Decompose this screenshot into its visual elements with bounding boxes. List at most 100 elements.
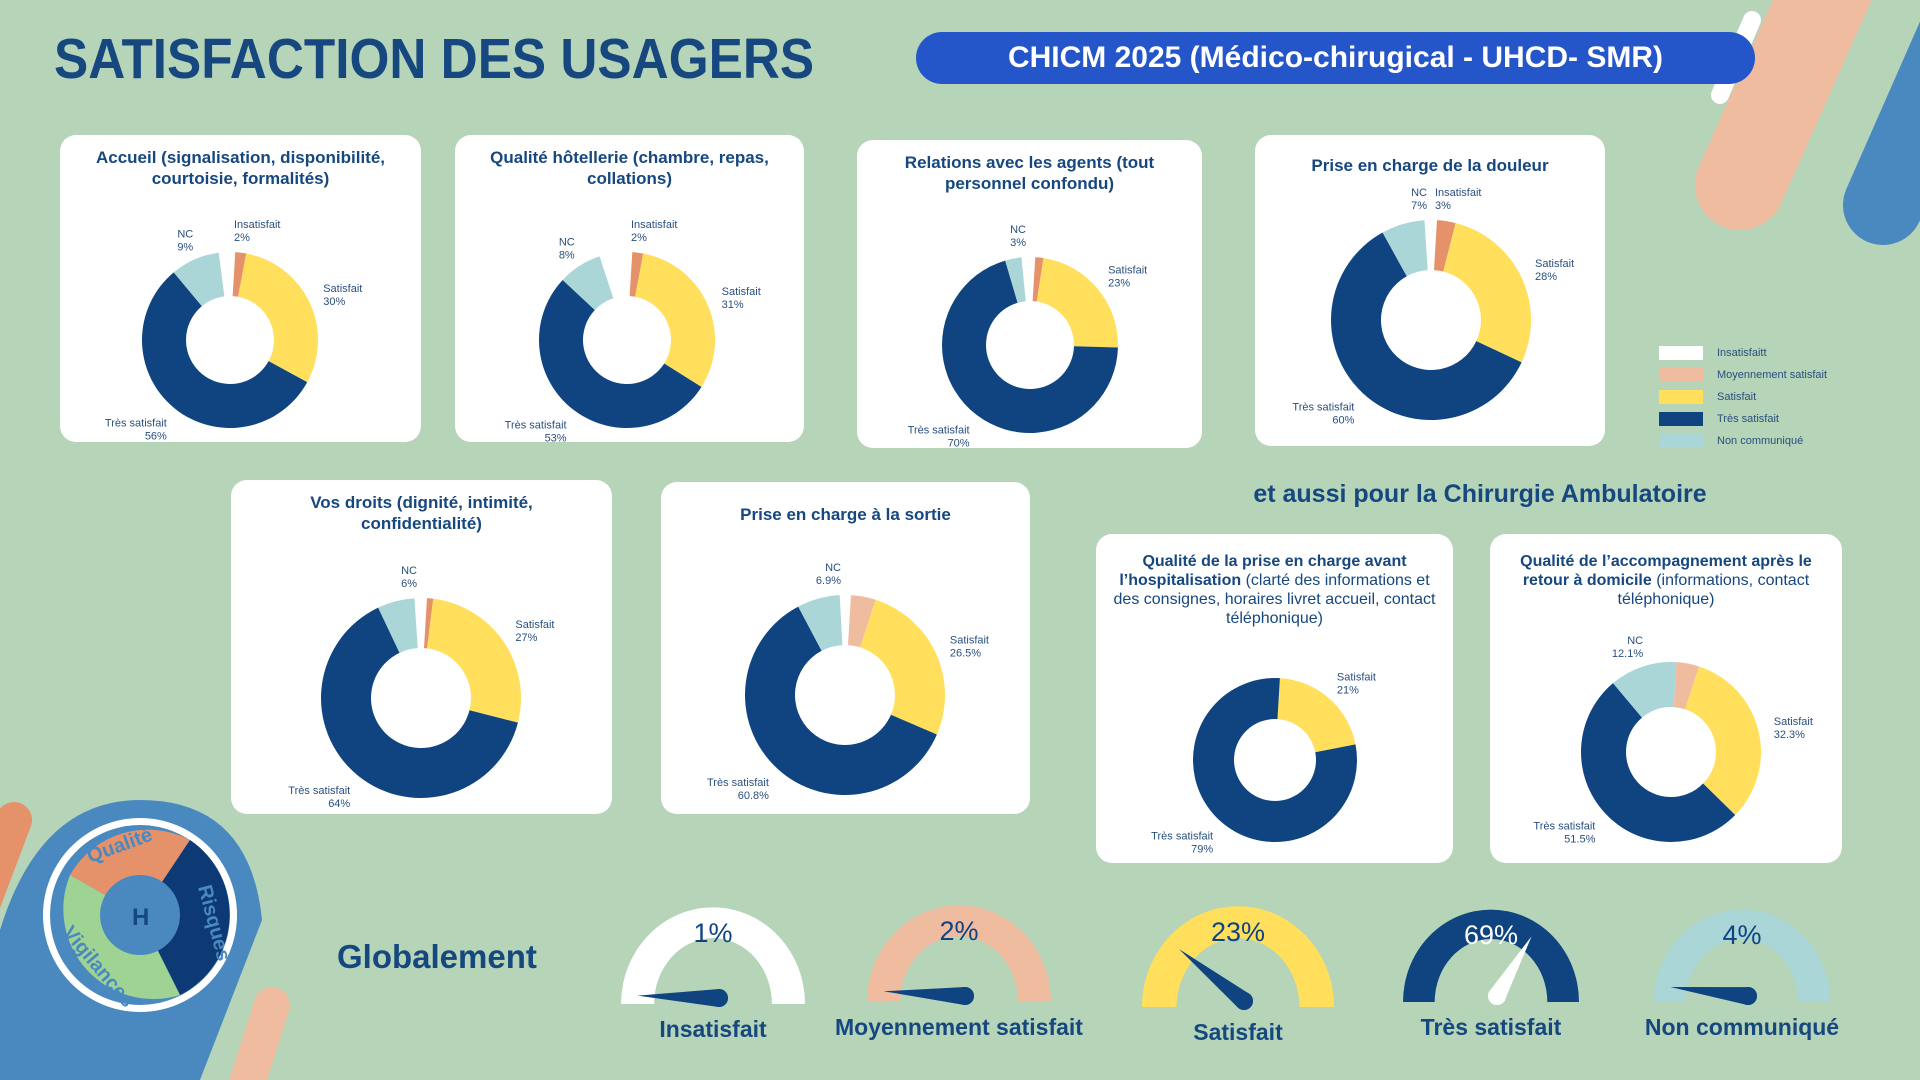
slice-label: NC 12.1%	[1612, 635, 1643, 660]
chart-title: Qualité de la prise en charge avant l’ho…	[1106, 552, 1443, 628]
donut-slice	[635, 253, 715, 387]
donut-slice	[1443, 223, 1531, 363]
legend-item: Non communiqué	[1659, 430, 1827, 452]
donut-slice	[539, 279, 702, 429]
donut-chart: Satisfait 23% Très satisfait 70% NC 3%	[908, 224, 1148, 450]
donut-slice	[1613, 662, 1677, 718]
chart-card-hotellerie: Qualité hôtellerie (chambre, repas, coll…	[455, 135, 804, 442]
donut-slice	[1433, 220, 1456, 272]
gauge-needle	[637, 989, 728, 1007]
page-title: SATISFACTION DES USAGERS	[54, 27, 815, 91]
chart-title: Vos droits (dignité, intimité, confident…	[310, 493, 533, 533]
gauge-needle	[1670, 986, 1757, 1005]
chart-title-bold: Qualité de la prise en charge avant l’ho…	[1119, 553, 1407, 589]
donut-chart: Insatisfait 3% Satisfait 28% Très satisfait 6…	[1292, 187, 1574, 427]
donut-slice	[1580, 683, 1736, 843]
donut-chart: Insatisfait 2% Satisfait 31% Très satisfait 5…	[505, 219, 761, 445]
gauge-needle-hub	[956, 987, 974, 1005]
slice-label: Satisfait 23%	[1108, 264, 1147, 289]
donut-chart: Satisfait 21% Très satisfait 79%	[1151, 671, 1376, 855]
legend-swatch	[1659, 346, 1703, 360]
legend: Insatisfaitt Moyennement satisfait Satis…	[1659, 342, 1827, 452]
legend-swatch	[1659, 368, 1703, 382]
legend-label: Insatisfaitt	[1717, 347, 1767, 359]
slice-label: Très satisfait 53%	[505, 420, 567, 445]
donut-slice	[142, 272, 308, 428]
donut-slice	[427, 598, 521, 723]
legend-item: Insatisfaitt	[1659, 342, 1827, 364]
gauge-arc	[867, 905, 1051, 1002]
gauge-value: 23%	[1210, 917, 1266, 947]
legend-label: Moyennement satisfait	[1717, 369, 1828, 381]
legend-label: Non communiqué	[1717, 435, 1804, 447]
slice-label: Satisfait 27%	[515, 619, 554, 644]
donut-chart: Satisfait 27% Très satisfait 64% NC 6%	[288, 565, 554, 810]
slice-label: Très satisfait 64%	[288, 785, 350, 810]
slice-label: Satisfait 26.5%	[950, 635, 989, 660]
donut-slice	[238, 253, 319, 383]
gauge	[1142, 906, 1334, 1010]
slice-label: NC 3%	[1010, 224, 1026, 249]
slice-label: Très satisfait 51.5%	[1533, 820, 1595, 845]
donut-slice	[320, 607, 518, 799]
chart-title-normal: (clarté des informations et des consigne…	[1113, 572, 1436, 627]
donut-slice	[232, 252, 247, 297]
chart-title: Prise en charge à la sortie	[740, 505, 951, 524]
slice-label: NC 6%	[401, 565, 417, 590]
slice-label: Satisfait 31%	[722, 286, 761, 311]
legend-swatch	[1659, 390, 1703, 404]
chart-title: Qualité de l’accompagnement après le ret…	[1500, 552, 1832, 609]
slice-label: Très satisfait 60%	[1292, 402, 1354, 427]
gauge-label: Satisfait	[1193, 1019, 1283, 1045]
donut-slice	[847, 595, 876, 648]
subtitle-pill: CHICM 2025 (Médico-chirugical - UHCD- SM…	[916, 32, 1755, 84]
legend-item: Très satisfait	[1659, 408, 1827, 430]
gauge-arc	[621, 907, 805, 1004]
logo-letter: H	[132, 904, 149, 931]
donut-slice	[1005, 257, 1026, 303]
donut-slice	[423, 598, 434, 649]
gauge	[621, 907, 805, 1007]
global-heading: Globalement	[337, 938, 537, 975]
slice-label: NC 7%	[1411, 187, 1427, 212]
chart-title-bold: Qualité de l’accompagnement après le ret…	[1520, 553, 1812, 589]
donut-slice	[798, 595, 843, 651]
donut-chart: Satisfait 26.5% Très satisfait 60.8% NC 6.9%	[707, 562, 989, 802]
donut-chart: Insatisfait 2% Satisfait 30% Très satisfait 5…	[105, 219, 362, 442]
slice-label: Satisfait 21%	[1337, 671, 1376, 696]
slice-label: Insatisfait 2%	[631, 219, 677, 244]
gauge	[1654, 909, 1830, 1005]
slice-label: Insatisfait 2%	[234, 219, 280, 244]
slice-label: Très satisfait 56%	[105, 417, 167, 442]
donut-slice	[1277, 678, 1356, 753]
gauge-value: 4%	[1722, 920, 1762, 950]
slice-label: Très satisfait 79%	[1151, 831, 1213, 856]
donut-slice	[1032, 257, 1044, 302]
slice-label: Satisfait 28%	[1535, 258, 1574, 283]
slice-label: Satisfait 32.3%	[1774, 716, 1813, 741]
slice-label: Insatisfait 3%	[1435, 187, 1481, 212]
gauge-needle-hub	[710, 989, 728, 1007]
donut-slice	[744, 606, 937, 795]
legend-item: Satisfait	[1659, 386, 1827, 408]
gauge-label: Non communiqué	[1644, 1014, 1840, 1040]
donut-slice	[173, 252, 225, 307]
slice-label: Très satisfait 60.8%	[707, 777, 769, 802]
legend-item: Moyennement satisfait	[1659, 364, 1827, 386]
legend-swatch	[1659, 434, 1703, 448]
gauge	[867, 905, 1051, 1006]
gauge-needle-hub	[1235, 992, 1253, 1010]
slice-label: NC 6.9%	[816, 562, 841, 587]
quality-logo: Qualité Risques Vigilances H	[43, 818, 237, 1012]
donut-slice	[942, 260, 1118, 433]
gauge-needle-hub	[1739, 987, 1757, 1005]
gauge-needle	[883, 987, 974, 1006]
gauge	[1403, 909, 1579, 1005]
gauge-label: Très satisfait	[1420, 1014, 1562, 1040]
donut-slice	[860, 599, 945, 735]
gauge-arc	[1403, 909, 1579, 1002]
donut-slice	[1192, 678, 1357, 842]
gauge-label: Insatisfait	[659, 1016, 767, 1042]
gauge-needle-hub	[1488, 987, 1506, 1005]
